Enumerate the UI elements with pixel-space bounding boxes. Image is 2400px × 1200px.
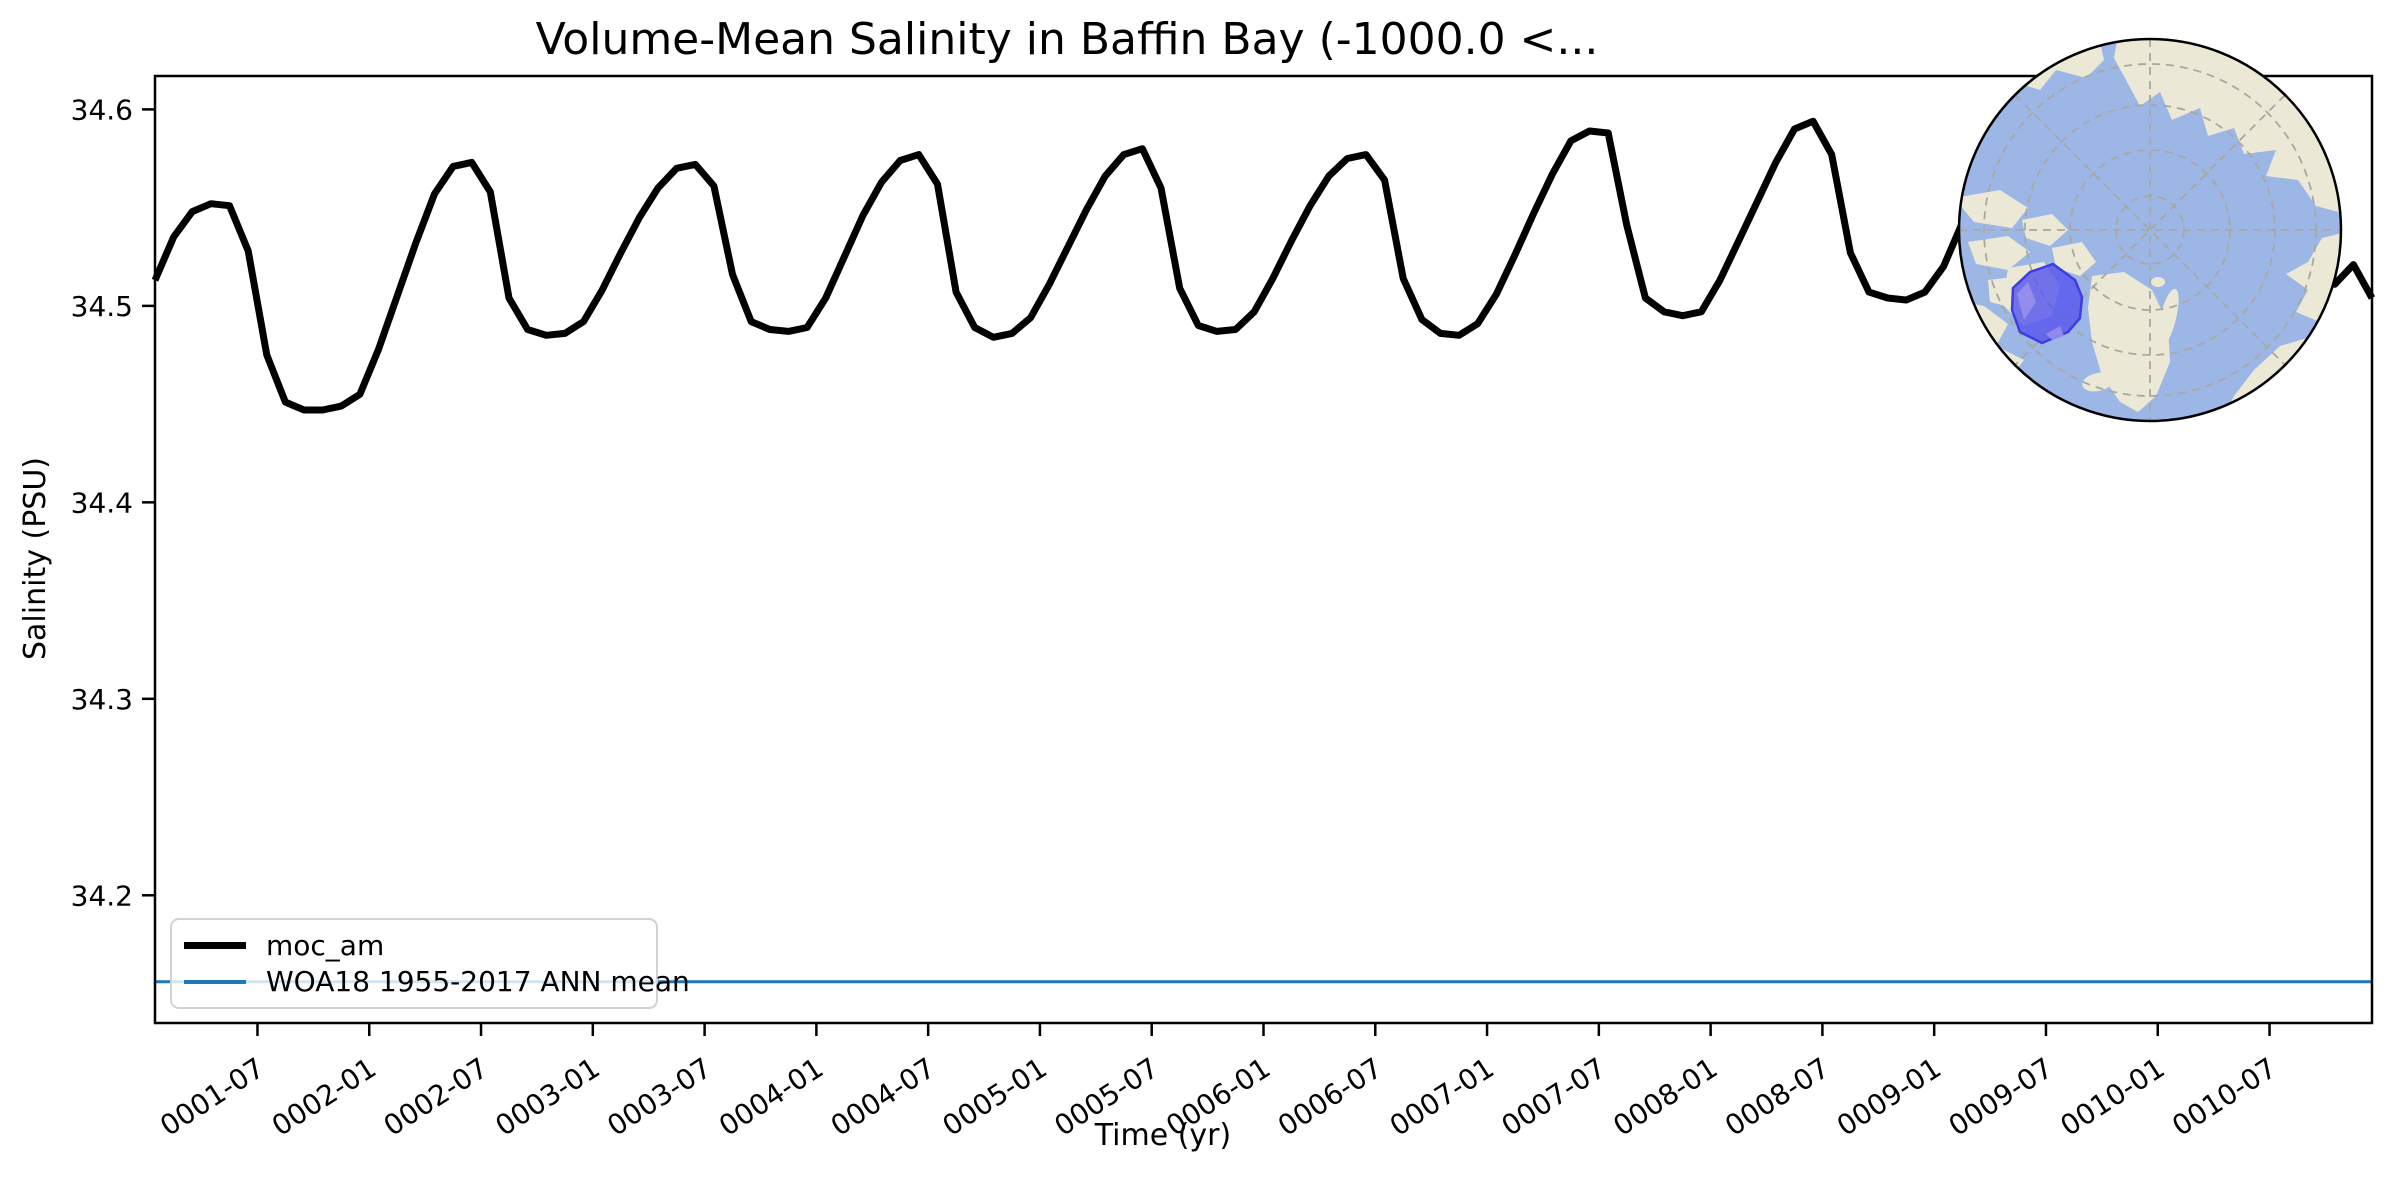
- svg-text:0010-07: 0010-07: [2166, 1051, 2282, 1142]
- svg-text:34.5: 34.5: [71, 290, 133, 323]
- svg-text:0001-07: 0001-07: [154, 1051, 270, 1142]
- svg-text:0008-01: 0008-01: [1607, 1051, 1723, 1142]
- legend-swatch-moc-am: [184, 941, 246, 949]
- svg-text:0003-07: 0003-07: [601, 1051, 717, 1142]
- y-axis-label: Salinity (PSU): [18, 457, 53, 660]
- svg-text:0002-07: 0002-07: [378, 1051, 494, 1142]
- svg-text:0004-07: 0004-07: [825, 1051, 941, 1142]
- legend-item-woa18: WOA18 1955-2017 ANN mean: [184, 966, 690, 996]
- svg-text:34.2: 34.2: [71, 879, 133, 912]
- legend-label-moc-am: moc_am: [266, 928, 385, 962]
- svg-text:0003-01: 0003-01: [490, 1051, 606, 1142]
- svg-text:34.3: 34.3: [71, 683, 133, 716]
- chart-title: Volume-Mean Salinity in Baffin Bay (-100…: [535, 14, 1599, 65]
- y-axis-ticks: 34.2 34.3 34.4 34.5 34.6: [71, 93, 155, 912]
- svg-text:0009-07: 0009-07: [1943, 1051, 2059, 1142]
- legend: moc_am WOA18 1955-2017 ANN mean: [170, 918, 690, 1009]
- svg-text:0002-01: 0002-01: [266, 1051, 382, 1142]
- region-land-patch: [2046, 326, 2064, 340]
- svg-text:0004-01: 0004-01: [713, 1051, 829, 1142]
- legend-label-woa18: WOA18 1955-2017 ANN mean: [266, 964, 690, 998]
- svg-text:34.4: 34.4: [71, 486, 133, 519]
- svg-text:0007-07: 0007-07: [1496, 1051, 1612, 1142]
- svg-text:0009-01: 0009-01: [1831, 1051, 1947, 1142]
- svg-text:0007-01: 0007-01: [1384, 1051, 1500, 1142]
- x-axis-label: Time (yr): [1094, 1118, 1232, 1153]
- globe-surface: [1959, 39, 2341, 421]
- legend-item-moc-am: moc_am: [184, 928, 656, 962]
- svg-text:0010-01: 0010-01: [2054, 1051, 2170, 1142]
- inset-globe-map: [1957, 37, 2343, 423]
- legend-swatch-woa18: [184, 979, 246, 984]
- svg-text:0006-07: 0006-07: [1272, 1051, 1388, 1142]
- globe-outline: [1957, 37, 2343, 423]
- svg-text:0008-07: 0008-07: [1719, 1051, 1835, 1142]
- svg-text:34.6: 34.6: [71, 93, 133, 126]
- svg-text:0005-01: 0005-01: [937, 1051, 1053, 1142]
- region-land-patch: [2017, 282, 2036, 320]
- baffin-bay-region: [2010, 262, 2084, 345]
- graticule: [1959, 39, 2341, 421]
